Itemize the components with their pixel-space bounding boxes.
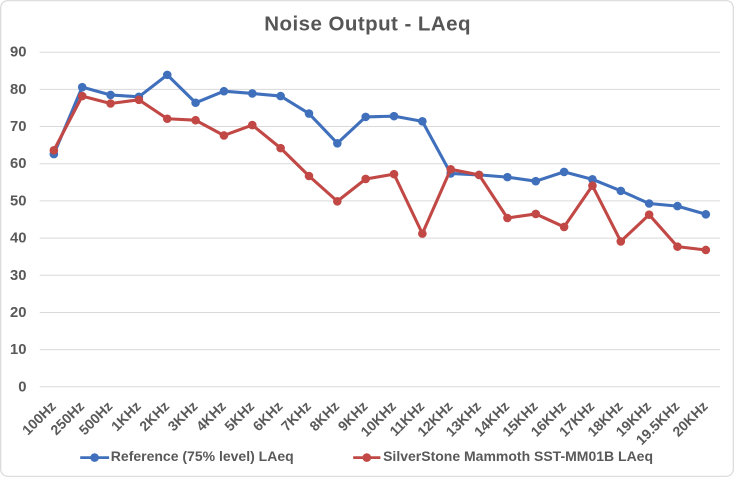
svg-text:SilverStone Mammoth SST-MM01B: SilverStone Mammoth SST-MM01B LAeq — [383, 448, 653, 464]
svg-text:30: 30 — [10, 268, 26, 284]
svg-text:80: 80 — [10, 82, 26, 98]
svg-text:0: 0 — [18, 379, 26, 395]
svg-text:20: 20 — [10, 305, 26, 321]
svg-text:Reference (75% level) LAeq: Reference (75% level) LAeq — [111, 448, 294, 464]
svg-text:10: 10 — [10, 342, 26, 358]
svg-text:70: 70 — [10, 119, 26, 135]
svg-text:40: 40 — [10, 231, 26, 247]
svg-text:90: 90 — [10, 45, 26, 61]
svg-text:60: 60 — [10, 156, 26, 172]
svg-text:50: 50 — [10, 193, 26, 209]
svg-text:Noise Output - LAeq: Noise Output - LAeq — [264, 13, 471, 36]
